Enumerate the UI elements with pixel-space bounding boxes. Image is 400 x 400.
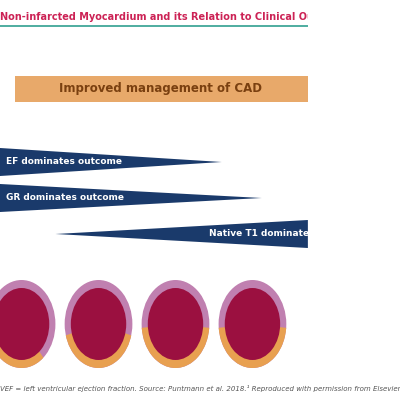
Wedge shape [219,324,286,368]
Wedge shape [66,324,131,368]
Polygon shape [56,220,308,248]
Circle shape [71,288,126,360]
Wedge shape [0,324,43,368]
Circle shape [157,300,194,348]
Wedge shape [142,324,209,368]
Text: GR dominates outcome: GR dominates outcome [6,194,124,202]
Text: Non-infarcted Myocardium and its Relation to Clinical Outcome in Patients with C: Non-infarcted Myocardium and its Relatio… [0,12,400,22]
Circle shape [148,288,203,360]
Text: VEF = left ventricular ejection fraction. Source: Puntmann et al. 2018.¹ Reprodu: VEF = left ventricular ejection fraction… [0,385,400,392]
Circle shape [0,288,49,360]
Circle shape [0,296,43,352]
Circle shape [236,302,269,346]
Polygon shape [0,148,222,176]
Text: EF dominates outcome: EF dominates outcome [6,158,122,166]
Circle shape [65,280,132,368]
Text: Improved management of CAD: Improved management of CAD [58,82,262,95]
Circle shape [142,280,209,368]
Text: Native T1 dominates: Native T1 dominates [209,230,315,238]
FancyBboxPatch shape [15,76,308,102]
Polygon shape [0,184,262,212]
Circle shape [225,288,280,360]
Circle shape [218,280,286,368]
Circle shape [0,280,56,368]
Circle shape [78,298,118,350]
